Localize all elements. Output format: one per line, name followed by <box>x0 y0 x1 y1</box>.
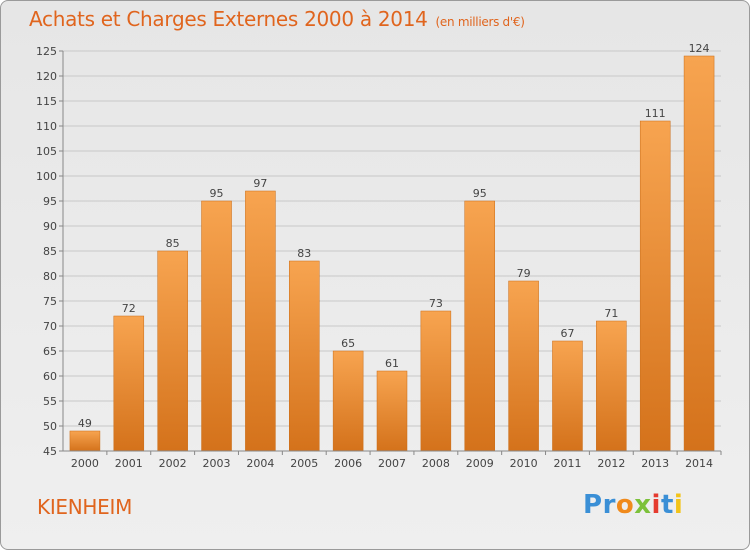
bars: 49 72 85 95 97 83 65 61 73 95 79 67 71 111 124 <box>69 42 715 452</box>
logo-letter: i <box>651 490 661 520</box>
x-tick-label: 2010 <box>510 457 538 470</box>
x-tick-label: 2008 <box>422 457 450 470</box>
data-label: 79 <box>517 267 531 280</box>
logo-letter: o <box>615 490 635 520</box>
logo-letter: r <box>602 490 616 520</box>
y-tick-label: 100 <box>36 170 57 183</box>
bar-2000 <box>69 430 101 452</box>
x-tick-label: 2014 <box>685 457 713 470</box>
data-label: 71 <box>604 307 618 320</box>
logo-letter: i <box>673 490 684 520</box>
bar-2002 <box>157 250 188 452</box>
data-label: 49 <box>78 417 92 430</box>
y-tick-label: 60 <box>43 370 57 383</box>
y-tick-label: 120 <box>36 70 57 83</box>
bar-2009 <box>464 200 495 452</box>
data-label: 85 <box>166 237 180 250</box>
y-tick-label: 110 <box>36 120 57 133</box>
bar-2014 <box>683 55 715 452</box>
x-tick-label: 2006 <box>334 457 362 470</box>
data-label: 95 <box>473 187 487 200</box>
x-tick-label: 2005 <box>290 457 318 470</box>
y-tick-label: 105 <box>36 145 57 158</box>
data-label: 111 <box>645 107 666 120</box>
x-tick-label: 2002 <box>159 457 187 470</box>
bar-2006 <box>332 350 364 452</box>
bar-2004 <box>245 190 276 452</box>
data-label: 61 <box>385 357 399 370</box>
x-tick-label: 2001 <box>115 457 143 470</box>
logo-letter: P <box>583 490 603 520</box>
y-tick-label: 85 <box>43 245 57 258</box>
bar-2003 <box>201 200 232 452</box>
data-label: 124 <box>689 42 710 55</box>
chart-title: Achats et Charges Externes 2000 à 2014 (e… <box>29 7 525 31</box>
chart-subtitle: (en milliers d'€) <box>435 15 525 29</box>
bar-2008 <box>420 310 452 452</box>
x-axis: 2000 2001 2002 2003 2004 2005 2006 2007 2008 2009… <box>63 450 722 470</box>
x-tick-label: 2009 <box>466 457 494 470</box>
y-tick-label: 65 <box>43 345 57 358</box>
data-label: 97 <box>253 177 267 190</box>
y-tick-label: 55 <box>43 395 57 408</box>
x-tick-label: 2007 <box>378 457 406 470</box>
x-tick-label: 2012 <box>597 457 625 470</box>
logo-letter: t <box>660 490 674 520</box>
y-tick-label: 115 <box>36 95 57 108</box>
data-label: 73 <box>429 297 443 310</box>
commune-name: KIENHEIM <box>37 495 133 519</box>
data-label: 72 <box>122 302 136 315</box>
proxiti-logo: Proxiti <box>583 490 683 520</box>
y-tick-label: 70 <box>43 320 57 333</box>
x-tick-label: 2003 <box>203 457 231 470</box>
x-tick-label: 2000 <box>71 457 99 470</box>
bar-2010 <box>508 280 539 452</box>
bar-2012 <box>596 320 627 452</box>
y-tick-label: 80 <box>43 270 57 283</box>
x-tick-label: 2013 <box>641 457 669 470</box>
bar-2013 <box>639 120 671 452</box>
x-tick-label: 2004 <box>246 457 274 470</box>
y-tick-label: 75 <box>43 295 57 308</box>
x-tick-label: 2011 <box>553 457 581 470</box>
data-label: 95 <box>210 187 224 200</box>
y-tick-label: 95 <box>43 195 57 208</box>
bar-2011 <box>552 340 583 452</box>
data-label: 83 <box>297 247 311 260</box>
y-axis: 45 50 55 60 65 70 75 80 85 90 95 100 105 110 115 120 125 <box>36 45 64 458</box>
chart-title-text: Achats et Charges Externes 2000 à 2014 <box>29 7 428 31</box>
bar-2001 <box>113 315 145 452</box>
bar-2007 <box>376 370 408 452</box>
data-label: 65 <box>341 337 355 350</box>
logo-letter: x <box>634 490 652 520</box>
y-tick-label: 125 <box>36 45 57 58</box>
y-tick-label: 50 <box>43 420 57 433</box>
bar-2005 <box>289 260 320 452</box>
y-tick-label: 45 <box>43 445 57 458</box>
data-label: 67 <box>560 327 574 340</box>
y-tick-label: 90 <box>43 220 57 233</box>
